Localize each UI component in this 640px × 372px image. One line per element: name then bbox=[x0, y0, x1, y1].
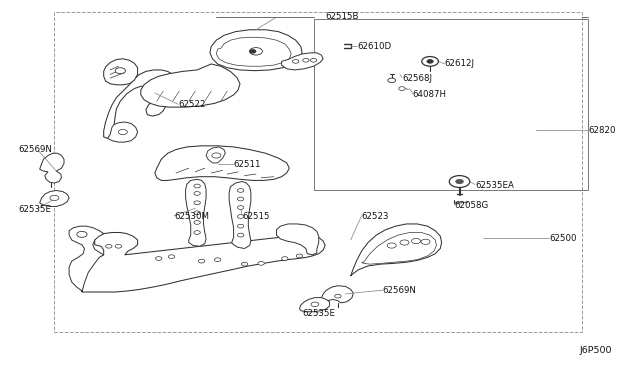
Circle shape bbox=[50, 195, 59, 201]
Polygon shape bbox=[206, 147, 225, 163]
Text: 62569N: 62569N bbox=[383, 286, 417, 295]
Polygon shape bbox=[186, 179, 206, 246]
Text: 62515: 62515 bbox=[242, 212, 269, 221]
Polygon shape bbox=[276, 224, 319, 255]
Circle shape bbox=[168, 255, 175, 259]
Circle shape bbox=[282, 257, 288, 260]
Text: 62523: 62523 bbox=[362, 212, 389, 221]
Circle shape bbox=[412, 238, 420, 244]
Circle shape bbox=[194, 231, 200, 234]
Circle shape bbox=[421, 239, 430, 244]
Circle shape bbox=[106, 244, 112, 248]
Circle shape bbox=[335, 294, 341, 298]
Circle shape bbox=[311, 302, 319, 307]
Circle shape bbox=[250, 49, 256, 53]
Circle shape bbox=[310, 58, 317, 62]
Polygon shape bbox=[104, 59, 138, 85]
Circle shape bbox=[250, 48, 262, 55]
Circle shape bbox=[194, 192, 200, 195]
Polygon shape bbox=[155, 146, 289, 180]
Circle shape bbox=[115, 68, 125, 74]
Circle shape bbox=[449, 176, 470, 187]
Text: 62535E: 62535E bbox=[18, 205, 51, 214]
Polygon shape bbox=[321, 286, 353, 303]
Polygon shape bbox=[141, 64, 240, 107]
Circle shape bbox=[214, 258, 221, 262]
Polygon shape bbox=[82, 232, 325, 292]
Polygon shape bbox=[362, 232, 436, 264]
Circle shape bbox=[237, 206, 244, 209]
Text: 62820: 62820 bbox=[589, 126, 616, 135]
Polygon shape bbox=[108, 122, 138, 142]
Circle shape bbox=[237, 189, 244, 192]
Circle shape bbox=[456, 179, 463, 184]
Circle shape bbox=[194, 211, 200, 215]
Polygon shape bbox=[40, 153, 64, 183]
Text: 62568J: 62568J bbox=[402, 74, 432, 83]
Circle shape bbox=[237, 215, 244, 218]
Polygon shape bbox=[300, 298, 330, 312]
Circle shape bbox=[292, 60, 299, 63]
Polygon shape bbox=[351, 224, 442, 276]
Circle shape bbox=[77, 231, 87, 237]
Text: 62511: 62511 bbox=[234, 160, 261, 169]
Text: 62522: 62522 bbox=[178, 100, 205, 109]
Circle shape bbox=[258, 262, 264, 265]
Circle shape bbox=[296, 254, 303, 258]
Circle shape bbox=[156, 257, 162, 260]
Circle shape bbox=[118, 129, 127, 135]
Text: 62515B: 62515B bbox=[326, 12, 359, 21]
Circle shape bbox=[422, 57, 438, 66]
Polygon shape bbox=[216, 37, 291, 66]
Polygon shape bbox=[229, 182, 251, 248]
Circle shape bbox=[237, 224, 244, 228]
Circle shape bbox=[237, 197, 244, 201]
Circle shape bbox=[303, 58, 309, 62]
Circle shape bbox=[237, 233, 244, 237]
Polygon shape bbox=[40, 190, 69, 206]
Polygon shape bbox=[210, 30, 302, 71]
Circle shape bbox=[194, 201, 200, 205]
Circle shape bbox=[241, 262, 248, 266]
Text: 62612J: 62612J bbox=[445, 60, 475, 68]
Text: 62500: 62500 bbox=[549, 234, 577, 243]
Circle shape bbox=[387, 243, 396, 248]
Circle shape bbox=[212, 153, 221, 158]
Circle shape bbox=[115, 244, 122, 248]
Circle shape bbox=[427, 60, 433, 63]
Text: J6P500: J6P500 bbox=[579, 346, 612, 355]
Circle shape bbox=[194, 221, 200, 224]
Polygon shape bbox=[104, 70, 174, 138]
Text: 62535E: 62535E bbox=[302, 309, 335, 318]
Polygon shape bbox=[69, 226, 104, 292]
Circle shape bbox=[399, 87, 405, 90]
Circle shape bbox=[198, 259, 205, 263]
Circle shape bbox=[388, 78, 396, 83]
Text: 62058G: 62058G bbox=[454, 201, 489, 210]
Polygon shape bbox=[282, 53, 323, 70]
Circle shape bbox=[194, 184, 200, 188]
Text: 62569N: 62569N bbox=[18, 145, 52, 154]
Text: 62610D: 62610D bbox=[357, 42, 391, 51]
Text: 62530M: 62530M bbox=[174, 212, 209, 221]
Circle shape bbox=[400, 240, 409, 245]
Text: 64087H: 64087H bbox=[413, 90, 447, 99]
Text: 62535EA: 62535EA bbox=[475, 181, 514, 190]
